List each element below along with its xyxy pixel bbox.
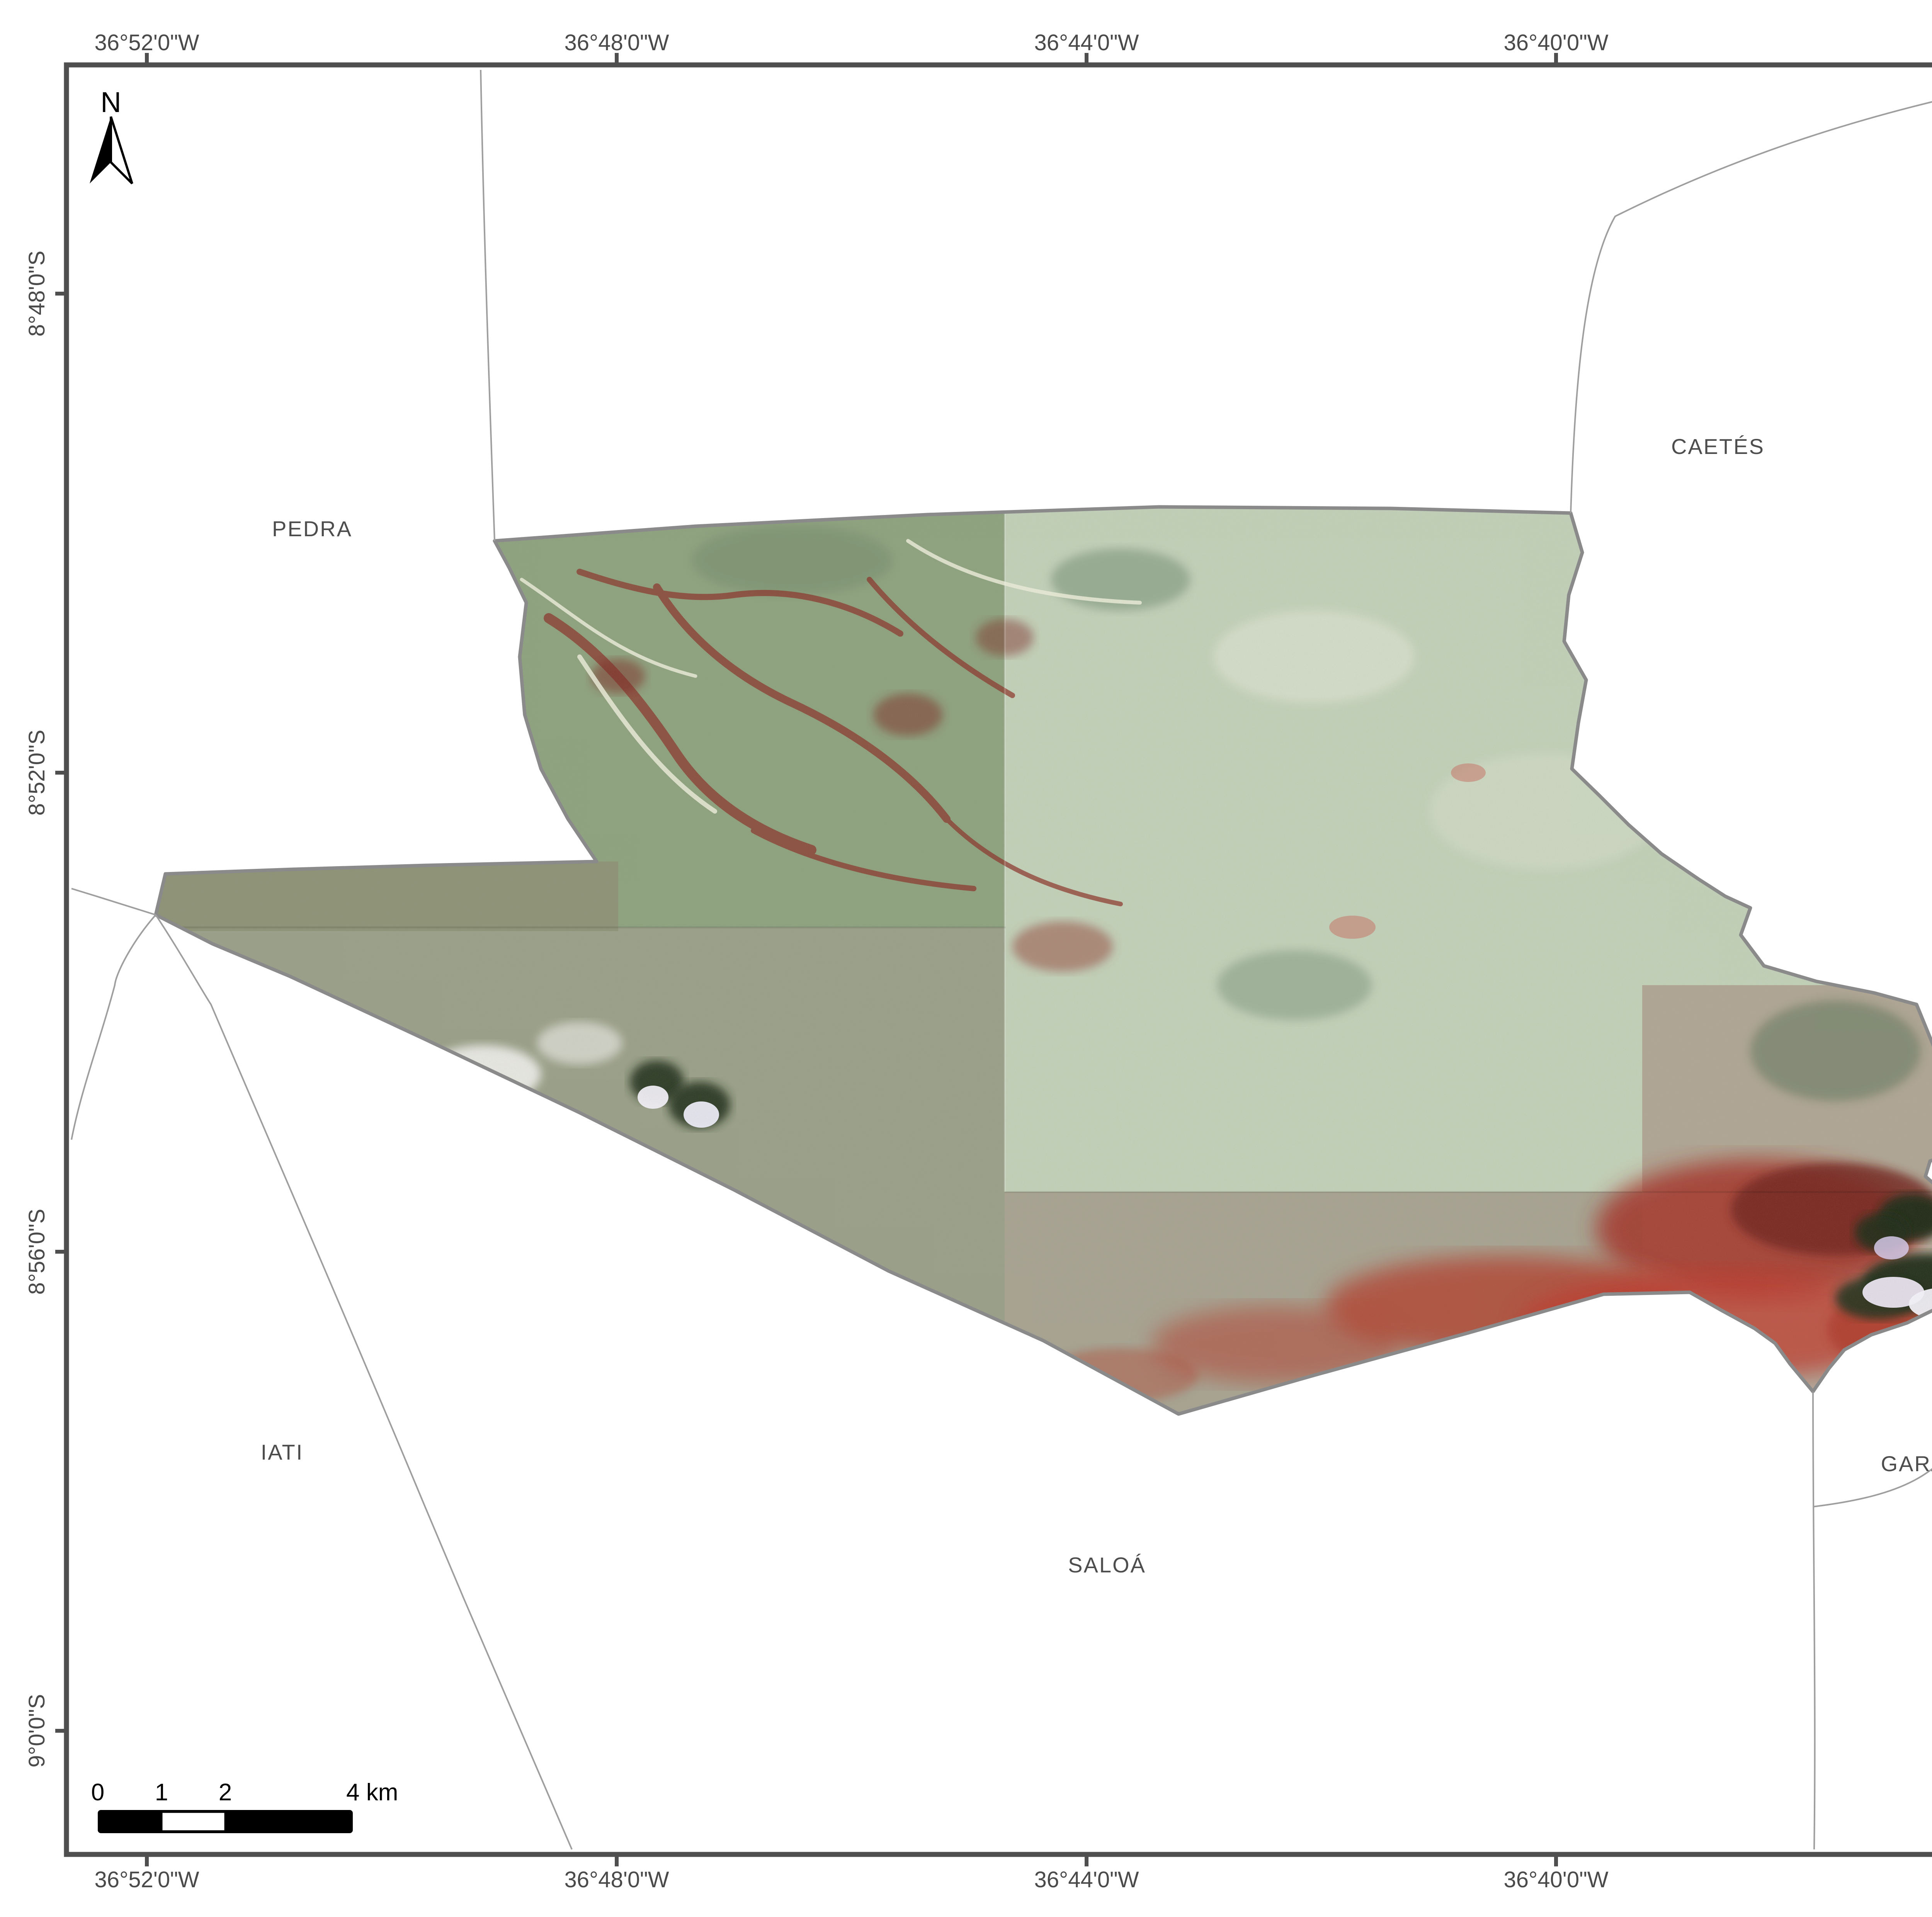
lon-label-top: 36°52'0"W	[95, 30, 199, 55]
lat-label: 8°48'0"S	[24, 251, 49, 337]
neighbor-boundaries	[71, 70, 1932, 1850]
scale-1: 1	[155, 1779, 168, 1806]
scale-2: 2	[219, 1779, 232, 1806]
lon-label-top: 36°40'0"W	[1504, 30, 1609, 55]
label-iati: IATI	[261, 1440, 304, 1464]
scale-0: 0	[91, 1779, 104, 1806]
label-caetes: CAETÉS	[1671, 434, 1765, 459]
scale-bar: 0 1 2 4 km	[91, 1779, 398, 1833]
lon-label-top: 36°48'0"W	[565, 30, 669, 55]
lon-label-top: 36°44'0"W	[1034, 30, 1139, 55]
north-arrow-icon: N	[90, 86, 133, 185]
lat-label: 9°0'0"S	[24, 1694, 49, 1767]
label-pedra: PEDRA	[272, 517, 352, 541]
lon-label-bottom: 36°48'0"W	[565, 1867, 669, 1892]
lat-label: 8°52'0"S	[24, 730, 49, 816]
scale-4km: 4 km	[346, 1779, 398, 1806]
north-arrow-label: N	[100, 86, 121, 118]
lat-label: 8°56'0"S	[24, 1209, 49, 1295]
lon-label-bottom: 36°40'0"W	[1504, 1867, 1609, 1892]
lon-label-bottom: 36°52'0"W	[95, 1867, 199, 1892]
lon-label-bottom: 36°44'0"W	[1034, 1867, 1139, 1892]
municipality-boundary	[154, 505, 1932, 1416]
label-garanhuns: GARANHUNS	[1881, 1451, 1932, 1476]
graticule-ticks	[55, 53, 1558, 1866]
label-saloa: SALOÁ	[1068, 1553, 1146, 1577]
